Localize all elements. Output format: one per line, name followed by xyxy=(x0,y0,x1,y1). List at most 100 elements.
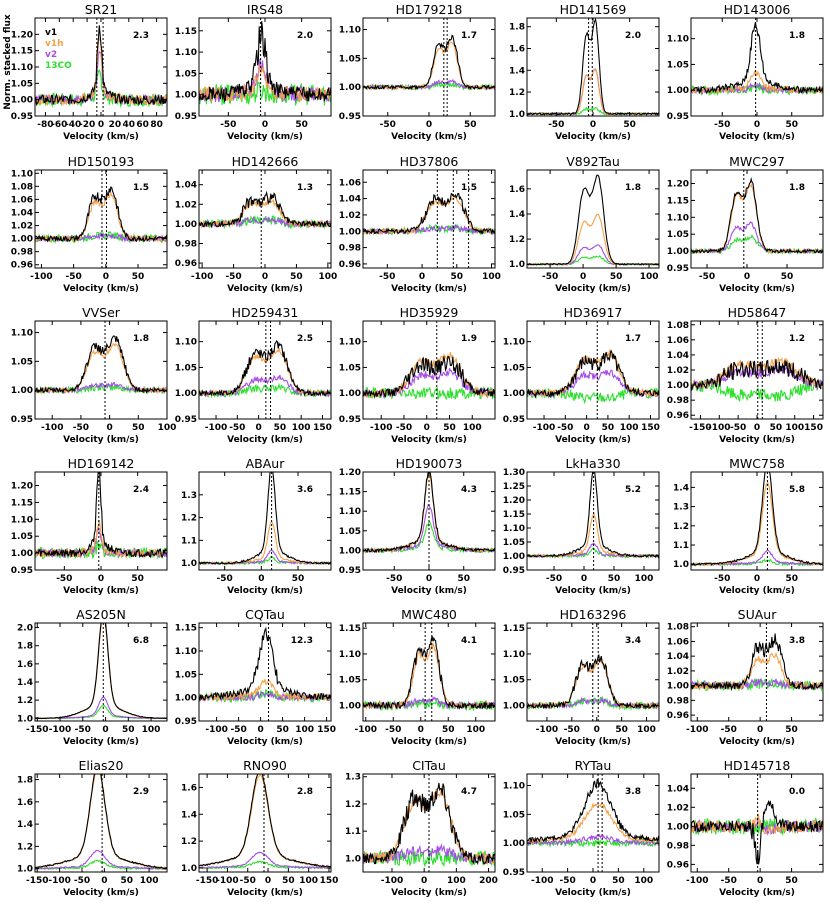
series-v2 xyxy=(691,220,823,255)
x-tick-label: 100 xyxy=(785,423,804,433)
x-tick-label: 0 xyxy=(98,120,104,130)
x-tick-label: 50 xyxy=(443,423,456,433)
plot-area xyxy=(199,321,331,419)
x-tick-label: 150 xyxy=(317,725,336,735)
panel-title: HD163296 xyxy=(560,607,627,622)
panel-MWC297: MWC297 -50 0 50 0.95 1.00 1.05 1.10 1.15 1.20 Velo… xyxy=(667,154,824,294)
y-tick-label: 1.05 xyxy=(175,69,197,79)
y-tick-label: 1.3 xyxy=(181,491,197,501)
x-tick-label: 100 xyxy=(140,876,159,886)
x-tick-label: 0 xyxy=(594,725,600,735)
x-tick-label: -50 xyxy=(385,725,401,735)
x-tick-label: 150 xyxy=(804,423,823,433)
panel-RNO90: RNO90 -150-100 -50 0 50 100 150 1.0 1.2 1.4 1.6 Vel… xyxy=(181,758,338,898)
x-tick-label: 50 xyxy=(770,423,783,433)
x-tick-label: -100 xyxy=(191,272,214,282)
x-tick-label: -100 xyxy=(686,876,709,886)
axes-frame xyxy=(198,320,332,420)
x-tick-label: 0 xyxy=(424,423,430,433)
ratio-label: 2.3 xyxy=(133,31,149,41)
x-tick-label: -150 xyxy=(26,725,49,735)
x-tick-label: -100 xyxy=(536,725,559,735)
ratio-label: 2.0 xyxy=(297,31,313,41)
panel-title: HD35929 xyxy=(400,305,459,320)
y-tick-label: 1.10 xyxy=(11,515,33,525)
x-axis-label: Velocity (km/s) xyxy=(555,132,631,142)
x-tick-label: -50 xyxy=(74,876,90,886)
x-tick-label: 100 xyxy=(463,423,482,433)
series-v1h xyxy=(35,623,167,720)
y-tick-label: 0.98 xyxy=(339,244,361,254)
axes-frame xyxy=(198,622,332,722)
plot-area xyxy=(363,623,495,721)
series-v1 xyxy=(199,21,331,103)
panel-V892Tau: V892Tau -50 0 50 100 1.0 1.2 1.4 1.6 Velocity (km… xyxy=(509,154,660,294)
panel-RYTau: RYTau -100 -50 0 50 100 0.95 1.00 1.05 1.10 Veloci… xyxy=(503,758,660,898)
ratio-label: 3.4 xyxy=(625,636,641,646)
y-tick-label: 1.10 xyxy=(503,524,525,534)
y-tick-label: 1.10 xyxy=(667,213,689,223)
series-v1h xyxy=(527,511,659,559)
x-tick-label: 200 xyxy=(479,876,498,886)
panel-HD142666: HD142666 -100 -50 0 50 100 0.96 0.98 1.00 1.02 1.0… xyxy=(175,154,337,294)
panel-LkHa330: LkHa330 -50 0 50 100 0.95 1.00 1.05 1.10 1.15 1.20… xyxy=(503,456,660,596)
x-tick-label: -50 xyxy=(66,272,82,282)
y-tick-label: 1.1 xyxy=(345,827,361,837)
x-tick-label: -40 xyxy=(65,120,81,130)
plot-area xyxy=(199,774,331,872)
y-axis-label: Norm. stacked flux xyxy=(3,14,13,110)
x-axis-label: Velocity (km/s) xyxy=(227,586,303,596)
series-v1 xyxy=(363,782,495,866)
y-tick-label: 1.06 xyxy=(11,195,33,205)
plot-area xyxy=(199,18,331,116)
y-tick-label: 0.96 xyxy=(667,711,689,721)
panel-title: HD37806 xyxy=(400,154,459,169)
x-tick-label: -50 xyxy=(230,725,246,735)
plot-area xyxy=(691,472,823,570)
x-tick-label: -80 xyxy=(37,120,53,130)
x-axis-label: Velocity (km/s) xyxy=(719,132,795,142)
x-axis-label: Velocity (km/s) xyxy=(555,888,631,898)
ratio-label: 5.8 xyxy=(789,485,805,495)
series-v1 xyxy=(363,472,495,554)
x-axis-label: Velocity (km/s) xyxy=(719,737,795,747)
series-v1 xyxy=(363,192,495,236)
panel-title: VVSer xyxy=(82,305,121,320)
series-v2 xyxy=(199,851,331,870)
series-v1 xyxy=(691,633,823,691)
y-tick-label: 1.08 xyxy=(11,182,33,192)
series-v2 xyxy=(35,696,167,720)
series-13CO xyxy=(35,704,167,720)
series-v1h xyxy=(199,197,331,229)
y-tick-label: 1.06 xyxy=(339,178,361,188)
y-tick-label: 1.02 xyxy=(175,200,197,210)
x-tick-label: -50 xyxy=(229,423,245,433)
series-v2 xyxy=(35,849,167,870)
panel-title: Elias20 xyxy=(79,758,124,773)
y-tick-label: 0.95 xyxy=(11,566,33,576)
x-tick-label: 0 xyxy=(265,876,271,886)
y-tick-label: 0.95 xyxy=(503,415,525,425)
x-axis-label: Velocity (km/s) xyxy=(555,737,631,747)
y-tick-label: 1.02 xyxy=(667,366,689,376)
y-tick-label: 1.6 xyxy=(509,185,525,195)
y-tick-label: 1.02 xyxy=(339,211,361,221)
x-tick-label: 100 xyxy=(620,423,639,433)
x-tick-label: -50 xyxy=(730,423,746,433)
ratio-label: 1.2 xyxy=(789,334,805,344)
plot-area xyxy=(363,321,495,419)
x-axis-label: Velocity (km/s) xyxy=(719,284,795,294)
ratio-label: 2.5 xyxy=(297,334,313,344)
x-axis-label: Velocity (km/s) xyxy=(63,586,139,596)
y-tick-label: 1.6 xyxy=(181,783,197,793)
plot-area xyxy=(527,174,659,267)
plot-area xyxy=(691,170,823,268)
panel-title: CQTau xyxy=(245,607,285,622)
series-v1 xyxy=(363,355,495,399)
x-tick-label: -150 xyxy=(196,876,219,886)
y-tick-label: 1.0 xyxy=(509,110,525,120)
y-tick-label: 1.20 xyxy=(11,30,33,40)
y-tick-label: 1.00 xyxy=(667,86,689,96)
plot-area xyxy=(527,18,659,116)
y-tick-label: 1.2 xyxy=(17,842,33,852)
